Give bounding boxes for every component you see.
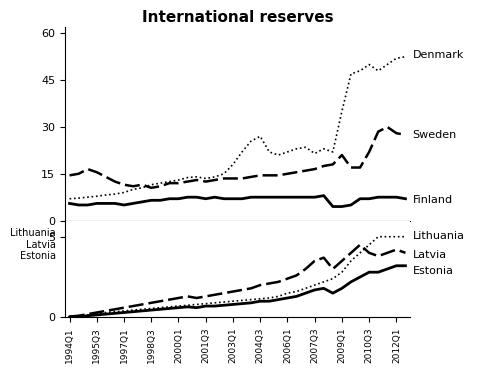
- Text: Estonia: Estonia: [412, 266, 454, 276]
- Text: Sweden: Sweden: [412, 130, 457, 140]
- Title: International reserves: International reserves: [142, 10, 334, 24]
- Text: Lithuania: Lithuania: [412, 231, 465, 241]
- Text: Denmark: Denmark: [412, 50, 464, 60]
- Text: Latvia: Latvia: [26, 240, 56, 250]
- Text: Latvia: Latvia: [412, 250, 447, 260]
- Text: Lithuania: Lithuania: [10, 228, 56, 238]
- Text: Estonia: Estonia: [20, 251, 56, 261]
- Text: Finland: Finland: [412, 195, 453, 205]
